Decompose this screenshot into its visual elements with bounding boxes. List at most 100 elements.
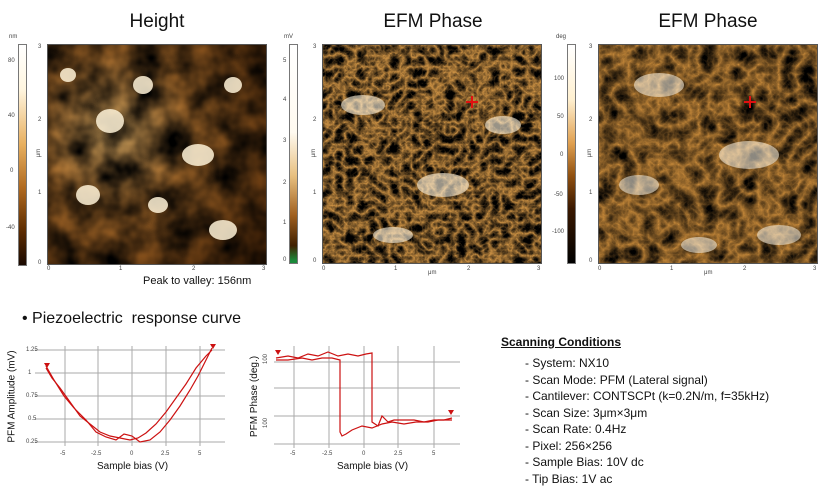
phase-end-marker <box>448 410 454 415</box>
amp-x-tick: -5 <box>60 451 66 457</box>
efm2-colorbar-tick: 0 <box>560 152 564 158</box>
efm1-y-unit: μm <box>311 148 318 158</box>
efm2-y-tick: 0 <box>589 258 593 264</box>
efm1-y-tick: 3 <box>313 44 317 50</box>
height-y-tick: 3 <box>38 44 42 50</box>
phase-x-label: Sample bias (V) <box>337 461 409 472</box>
condition-scan-size: - Scan Size: 3μm×3μm <box>525 405 648 420</box>
height-map-image <box>47 44 267 265</box>
height-y-tick: 0 <box>38 260 42 266</box>
height-y-tick: 1 <box>38 190 42 196</box>
panel-title-efm-2: EFM Phase <box>658 11 758 32</box>
phase-start-marker <box>275 350 281 355</box>
efm1-colorbar-tick: 5 <box>283 58 287 64</box>
height-x-tick: 2 <box>192 266 196 272</box>
amp-y-tick: 0.75 <box>26 393 38 399</box>
height-colorbar-unit: nm <box>9 34 18 40</box>
height-colorbar <box>18 44 27 266</box>
condition-scan-mode: - Scan Mode: PFM (Lateral signal) <box>525 372 708 387</box>
peak-to-valley-caption: Peak to valley: 156nm <box>143 275 252 287</box>
condition-scan-rate: - Scan Rate: 0.4Hz <box>525 422 627 436</box>
amp-y-tick: 1.25 <box>26 347 38 353</box>
efm2-y-tick: 2 <box>589 117 593 123</box>
efm1-x-unit: μm <box>428 270 437 276</box>
efm2-x-tick: 1 <box>670 266 674 272</box>
phase-curve-sweep-1 <box>275 351 453 427</box>
efm2-map-image <box>598 44 818 264</box>
phase-x-tick: -5 <box>290 451 296 457</box>
efm2-x-tick: 2 <box>743 266 747 272</box>
height-y-tick: 2 <box>38 117 42 123</box>
scanning-conditions-list: - System: NX10 - Scan Mode: PFM (Lateral… <box>525 355 769 487</box>
condition-pixel: - Pixel: 256×256 <box>525 438 613 453</box>
efm2-colorbar-tick: 100 <box>554 76 565 82</box>
efm1-colorbar-tick: 2 <box>283 180 287 186</box>
amp-y-tick: 0.5 <box>28 416 37 422</box>
efm1-colorbar-tick: 4 <box>283 97 287 103</box>
scanning-conditions-title: Scanning Conditions <box>501 335 621 349</box>
phase-x-tick: -2.5 <box>322 451 333 457</box>
amplitude-chart <box>35 344 225 446</box>
efm1-x-tick: 2 <box>467 266 471 272</box>
phase-chart-grid <box>274 346 460 448</box>
efm1-colorbar <box>289 44 298 264</box>
phase-chart <box>274 346 460 448</box>
height-colorbar-tick: 80 <box>8 58 15 64</box>
phase-y-tick: 100 <box>263 417 270 429</box>
efm1-map-image <box>322 44 542 264</box>
efm2-colorbar-tick: -100 <box>552 229 565 235</box>
efm2-x-unit: μm <box>704 270 713 276</box>
efm2-colorbar-tick: 50 <box>557 114 564 120</box>
amp-x-tick: 2.5 <box>161 451 170 457</box>
efm2-colorbar-tick: -50 <box>554 192 563 198</box>
amp-y-tick: 1 <box>28 370 32 376</box>
efm1-x-tick: 1 <box>394 266 398 272</box>
amp-x-tick: 0 <box>130 451 134 457</box>
efm1-y-tick: 0 <box>313 258 317 264</box>
efm2-y-unit: μm <box>587 148 594 158</box>
panel-title-height: Height <box>129 11 185 32</box>
amplitude-chart-grid <box>35 346 225 446</box>
condition-sample-bias: - Sample Bias: 10V dc <box>525 455 644 469</box>
condition-system: - System: NX10 <box>525 356 610 370</box>
panel-title-efm-1: EFM Phase <box>383 11 483 32</box>
height-colorbar-tick: 0 <box>10 168 14 174</box>
height-colorbar-tick: -40 <box>6 225 15 231</box>
amp-y-label: PFM Amplitude (mV) <box>6 350 18 443</box>
efm2-x-tick: 3 <box>813 266 817 272</box>
height-x-tick: 0 <box>47 266 51 272</box>
efm1-x-tick: 3 <box>537 266 541 272</box>
efm1-colorbar-tick: 0 <box>283 257 287 263</box>
efm1-colorbar-unit: mV <box>284 34 293 40</box>
amp-x-tick: -2.5 <box>91 451 102 457</box>
efm1-y-tick: 1 <box>313 190 317 196</box>
height-y-unit: μm <box>36 148 43 158</box>
efm2-y-tick: 1 <box>589 190 593 196</box>
efm1-x-tick: 0 <box>322 266 326 272</box>
amp-x-label: Sample bias (V) <box>97 461 169 472</box>
efm1-colorbar-tick: 1 <box>283 220 287 226</box>
phase-x-tick: 5 <box>432 451 436 457</box>
amp-x-tick: 5 <box>198 451 202 457</box>
efm2-colorbar <box>567 44 576 264</box>
amplitude-start-marker <box>44 363 50 368</box>
efm2-y-tick: 3 <box>589 44 593 50</box>
phase-x-tick: 2.5 <box>394 451 403 457</box>
condition-tip-bias: - Tip Bias: 1V ac <box>525 471 613 486</box>
section-heading: • Piezoelectric response curve <box>22 310 242 327</box>
height-x-tick: 1 <box>119 266 123 272</box>
efm1-colorbar-tick: 3 <box>283 138 287 144</box>
phase-curve-sweep-2 <box>276 357 452 437</box>
amplitude-end-marker <box>210 344 216 349</box>
condition-cantilever: - Cantilever: CONTSCPt (k=0.2N/m, f=35kH… <box>525 389 770 403</box>
height-x-tick: 3 <box>262 266 266 272</box>
efm2-colorbar-unit: deg <box>556 34 567 40</box>
phase-y-tick: 100 <box>263 353 270 365</box>
phase-x-tick: 0 <box>362 451 366 457</box>
efm2-x-tick: 0 <box>598 266 602 272</box>
phase-y-label: PFM Phase (deg.) <box>249 355 261 438</box>
amp-y-tick: 0.25 <box>26 439 38 445</box>
amplitude-curve-sweep-1 <box>45 349 213 441</box>
amplitude-curve-sweep-2 <box>45 347 213 443</box>
height-colorbar-tick: 40 <box>8 113 15 119</box>
